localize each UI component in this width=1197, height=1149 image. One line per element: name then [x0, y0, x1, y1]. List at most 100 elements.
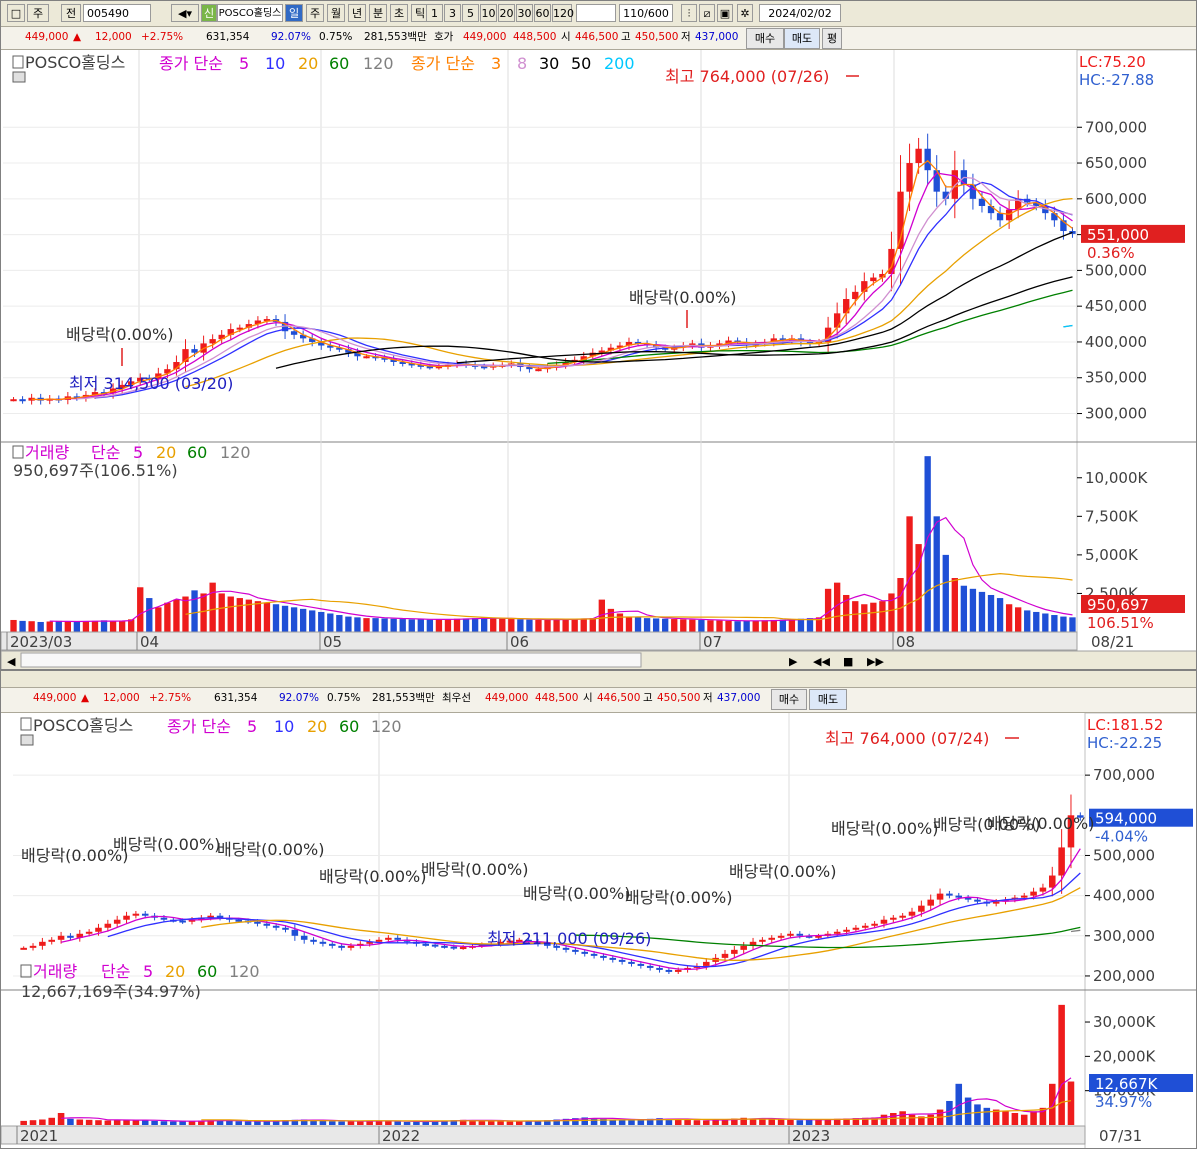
window-icon[interactable]: □ — [7, 4, 25, 22]
tick-button[interactable]: 20 — [498, 4, 515, 22]
flat-button[interactable]: 평 — [822, 28, 842, 49]
save-icon[interactable]: ▣ — [717, 4, 733, 22]
period-tab[interactable]: 분 — [369, 4, 387, 22]
volume-bar — [366, 1120, 373, 1125]
ma-legend-period: 20 — [298, 54, 318, 73]
stock-name-field[interactable]: POSCO홀딩스 — [217, 4, 283, 22]
volume-bar — [76, 1119, 84, 1125]
high-note: 최고 764,000 (07/24) — [825, 729, 989, 748]
tick-button[interactable]: 30 — [516, 4, 533, 22]
price-tick-label: 650,000 — [1085, 154, 1147, 172]
gear-icon[interactable]: ✲ — [737, 4, 753, 22]
candle-body — [526, 367, 533, 370]
volume-bar — [282, 1120, 289, 1125]
tick-button[interactable]: 60 — [534, 4, 551, 22]
count-field[interactable]: 110/600 — [619, 4, 673, 22]
blank-field[interactable] — [576, 4, 616, 22]
candle-body — [553, 945, 560, 948]
period-tab[interactable]: 월 — [327, 4, 345, 22]
mode-select[interactable]: 주 — [27, 4, 49, 22]
volume-bar — [319, 1120, 327, 1125]
volume-bar — [590, 1118, 598, 1125]
volume-bar — [915, 544, 922, 632]
period-tab[interactable]: 초 — [390, 4, 408, 22]
open-label: 시 — [561, 31, 571, 43]
volume-bar — [235, 1121, 243, 1125]
candle-body — [123, 915, 130, 920]
candle-body — [497, 941, 504, 944]
candle-body — [927, 899, 934, 906]
stock-code-input[interactable]: 005490 — [83, 4, 151, 22]
volume-current-box — [1081, 595, 1185, 613]
candle-body — [207, 915, 214, 918]
volume-bar — [628, 1120, 635, 1125]
period-tab[interactable]: 주 — [306, 4, 324, 22]
dividend-note: 배당락(0.00%) — [421, 860, 528, 879]
candle-body — [871, 923, 878, 926]
daily-chart-area[interactable]: 700,000650,000600,000550,000500,000450,0… — [1, 50, 1197, 670]
volume-bar — [553, 1119, 560, 1125]
price-tick-label: 200,000 — [1093, 967, 1155, 985]
dividend-note: 배당락(0.00%) — [523, 884, 630, 903]
scroll-button: ▶ — [789, 655, 798, 668]
candle-body — [933, 170, 940, 192]
compare-icon[interactable]: ⧄ — [699, 4, 715, 22]
volume-bar — [160, 1121, 168, 1125]
new-badge[interactable]: 신 — [201, 4, 217, 22]
tick-button[interactable]: 1 — [426, 4, 443, 22]
speaker-icon[interactable]: ◀▾ — [171, 4, 199, 22]
candle-icon[interactable]: ⫶ — [681, 4, 697, 22]
volume-bar — [1048, 1083, 1056, 1125]
tick-button[interactable]: 5 — [462, 4, 479, 22]
candle-body — [1015, 198, 1022, 210]
tick-button[interactable]: 10 — [480, 4, 497, 22]
candle-body — [1042, 205, 1049, 214]
x-axis-right-label: 08/21 — [1091, 633, 1134, 651]
volume-bar — [665, 1118, 673, 1125]
period-tab[interactable]: 년 — [348, 4, 366, 22]
dividend-note: 배당락(0.00%) — [987, 814, 1094, 833]
candle-body — [209, 339, 216, 344]
volume-bar — [815, 617, 823, 632]
volume-bar — [347, 1121, 355, 1125]
volume-bar — [703, 1120, 710, 1125]
volume-bar — [918, 1116, 925, 1125]
w-buy-button[interactable]: 매수 — [771, 689, 807, 710]
date-field[interactable]: 2024/02/02 — [759, 4, 841, 22]
candle-body — [299, 334, 307, 339]
volume-bar — [1051, 615, 1058, 632]
candle-body — [535, 369, 542, 372]
ma-legend-label: 종가 단순 — [159, 54, 223, 73]
volume-bar — [526, 619, 533, 632]
volume-ma-period: 120 — [220, 443, 251, 462]
candle-body — [336, 347, 343, 350]
tick-button[interactable]: 120 — [552, 4, 574, 22]
amount-value: 281,553백만 — [364, 31, 427, 43]
price-tick-label: 450,000 — [1085, 297, 1147, 315]
prev-button[interactable]: 전 — [61, 4, 81, 22]
volume-bar — [824, 1119, 832, 1125]
candle-body — [897, 191, 904, 249]
candle-body — [946, 893, 953, 896]
volume-bar — [381, 618, 388, 632]
ma-line — [49, 172, 1073, 401]
period-tab[interactable]: 틱 — [411, 4, 429, 22]
volume-bar — [57, 1112, 65, 1125]
volume-ma-period: 120 — [229, 962, 260, 981]
candle-body — [20, 947, 27, 950]
price-tick-label: 350,000 — [1085, 369, 1147, 387]
volume-bar — [499, 618, 506, 632]
volume-bar — [1024, 610, 1031, 632]
buy-button[interactable]: 매수 — [746, 28, 784, 49]
w-sell-button[interactable]: 매도 — [809, 689, 847, 710]
sell-button[interactable]: 매도 — [784, 28, 820, 49]
legend-box-icon — [12, 55, 24, 69]
tick-button[interactable]: 3 — [444, 4, 461, 22]
weekly-chart-area[interactable]: 700,000 500,000 400,000 300,000 200,000 30,00… — [1, 713, 1197, 1149]
candle-body — [843, 929, 850, 932]
volume-bar — [478, 1120, 486, 1125]
period-tab[interactable]: 일 — [285, 4, 303, 22]
volume-bar — [716, 620, 723, 632]
volume-bar — [227, 596, 234, 632]
candle-body — [525, 939, 532, 942]
